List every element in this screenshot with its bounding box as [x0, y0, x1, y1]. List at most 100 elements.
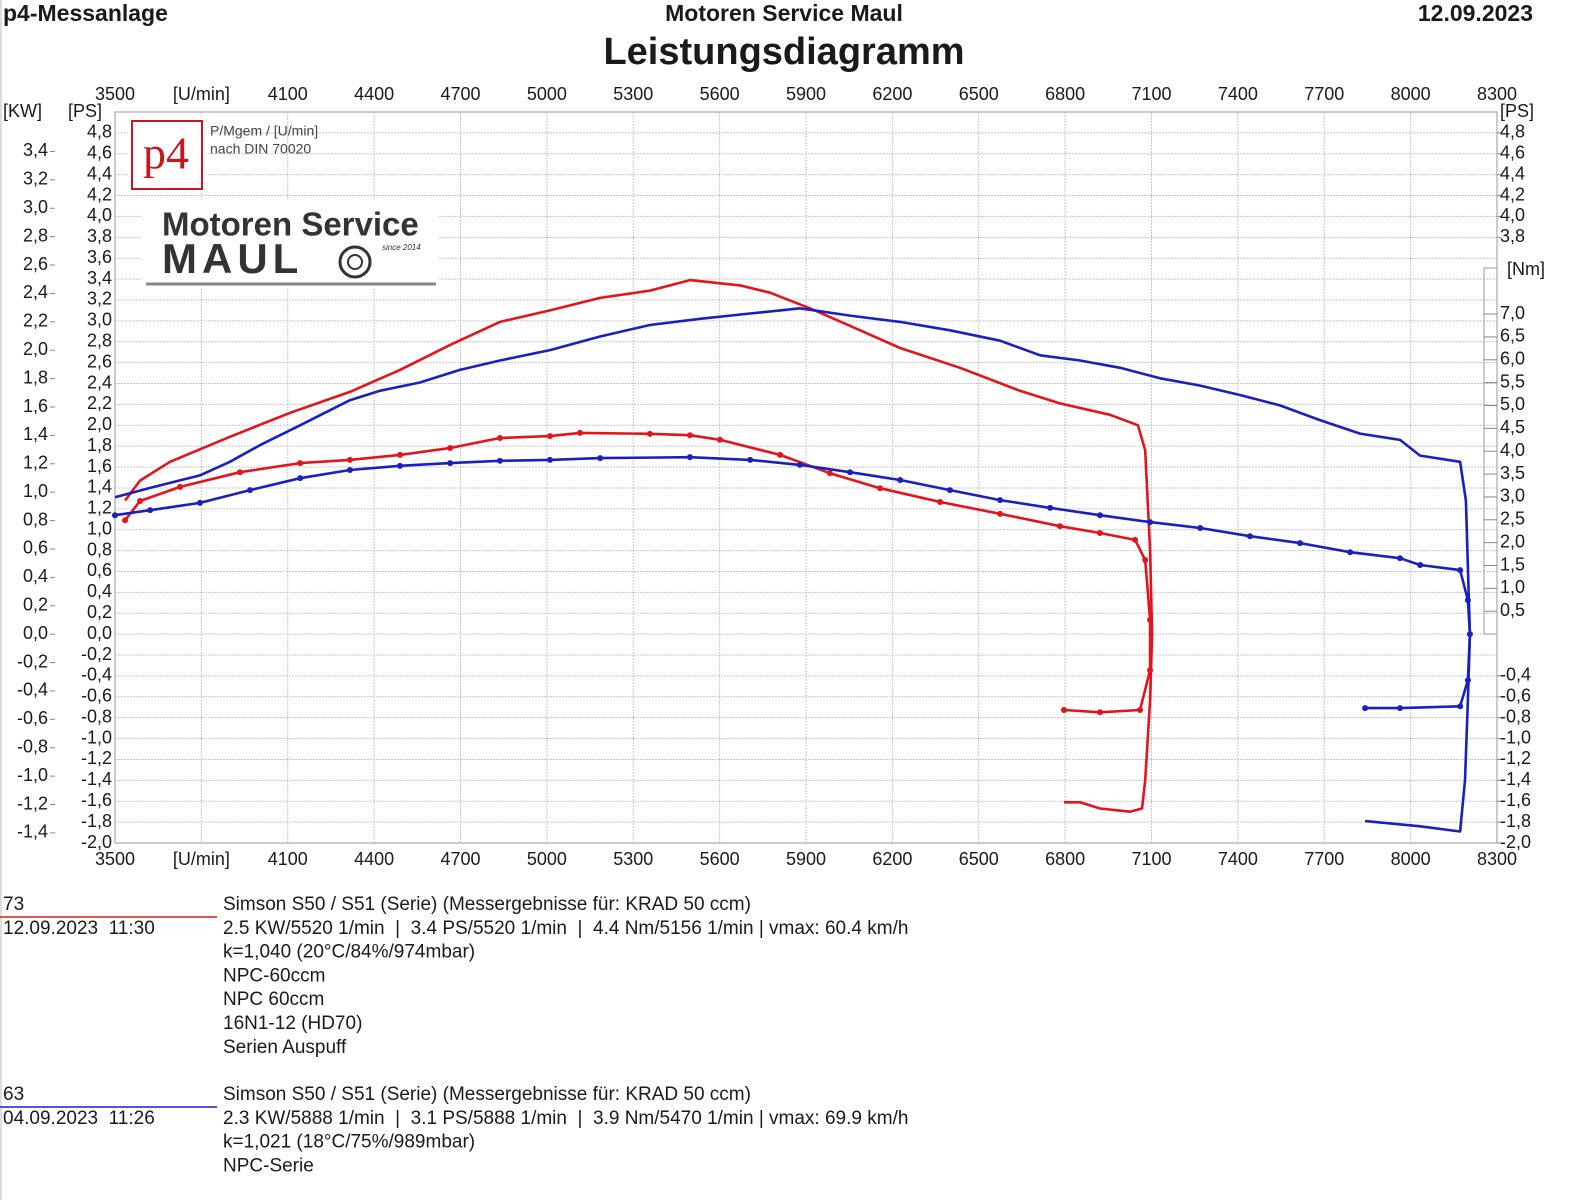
- x-tick-label: 5300: [613, 84, 653, 104]
- x-tick-label: 7100: [1131, 84, 1171, 104]
- point: [1396, 705, 1403, 712]
- kw-tick-label: 2,8: [23, 225, 48, 245]
- point: [122, 517, 129, 524]
- y-right-tick-label: 4,8: [1500, 122, 1525, 142]
- x-tick-label: 6800: [1045, 849, 1085, 869]
- y-right-tick-label: -0,6: [1500, 686, 1531, 706]
- y-tick-label: 4,8: [87, 122, 112, 142]
- point: [1464, 677, 1471, 684]
- run-date: 12.09.2023 11:30: [3, 918, 155, 939]
- kw-tick-label: 2,0: [23, 339, 48, 359]
- point: [1417, 562, 1424, 569]
- y-tick-label: -0,6: [81, 686, 112, 706]
- nm-axis-title: [Nm]: [1507, 259, 1545, 279]
- point: [597, 455, 604, 462]
- point: [1047, 504, 1054, 511]
- point: [826, 470, 833, 477]
- nm-tick-label: 5,0: [1500, 394, 1525, 414]
- point: [777, 451, 784, 458]
- badge: p4: [143, 128, 189, 179]
- point: [946, 487, 953, 494]
- point: [247, 487, 254, 494]
- point: [496, 457, 503, 464]
- y-tick-label: 4,6: [87, 143, 112, 163]
- x-tick-label: 5900: [786, 849, 826, 869]
- y-tick-label: 0,6: [87, 560, 112, 580]
- point: [447, 445, 454, 452]
- y-right-tick-label: 3,8: [1500, 226, 1525, 246]
- y-tick-label: 3,8: [87, 226, 112, 246]
- nm-tick-label: 1,0: [1500, 577, 1525, 597]
- run-info: 2.3 KW/5888 1/min | 3.1 PS/5888 1/min | …: [223, 1108, 908, 1129]
- x-tick-label: 7700: [1304, 84, 1344, 104]
- nm-tick-label: 7,0: [1500, 303, 1525, 323]
- chart-title: Leistungsdiagramm: [603, 31, 964, 73]
- kw-axis-title: [KW]: [3, 101, 42, 121]
- nm-tick-label: 4,0: [1500, 440, 1525, 460]
- kw-tick-label: -0,4: [17, 680, 48, 700]
- point: [1056, 523, 1063, 530]
- ps-axis-title: [PS]: [1500, 101, 1534, 121]
- y-tick-label: 2,2: [87, 393, 112, 413]
- kw-tick-label: 3,4: [23, 140, 48, 160]
- y-tick-label: 1,0: [87, 518, 112, 538]
- x-tick-label: 3500: [95, 84, 135, 104]
- point: [576, 429, 583, 436]
- y-right-tick-label: 4,0: [1500, 205, 1525, 225]
- x-tick-label: 6500: [959, 84, 999, 104]
- y-tick-label: 2,4: [87, 372, 112, 392]
- kw-tick-label: 2,2: [23, 311, 48, 331]
- x-tick-label: 5600: [700, 84, 740, 104]
- run-info: k=1,040 (20°C/84%/974mbar): [223, 942, 475, 963]
- y-right-tick-label: 4,2: [1500, 184, 1525, 204]
- point: [716, 436, 723, 443]
- x-tick-label: 5900: [786, 84, 826, 104]
- point: [796, 461, 803, 468]
- kw-tick-label: 3,0: [23, 197, 48, 217]
- y-tick-label: 1,8: [87, 435, 112, 455]
- y-tick-label: 1,6: [87, 456, 112, 476]
- nm-tick-label: 3,0: [1500, 486, 1525, 506]
- run-id: 73: [3, 894, 24, 915]
- header-right: 12.09.2023: [1418, 0, 1533, 26]
- nm-tick-label: 6,0: [1500, 349, 1525, 369]
- point: [547, 456, 554, 463]
- nm-tick-label: 6,5: [1500, 326, 1525, 346]
- y-tick-label: -0,2: [81, 644, 112, 664]
- nm-tick-label: 4,5: [1500, 417, 1525, 437]
- kw-tick-label: -1,0: [17, 765, 48, 785]
- point: [147, 507, 154, 514]
- run-info: NPC 60ccm: [223, 989, 324, 1010]
- y-right-tick-label: -1,8: [1500, 811, 1531, 831]
- run-info: Simson S50 / S51 (Serie) (Messergebnisse…: [223, 1084, 751, 1105]
- y-tick-label: 1,2: [87, 498, 112, 518]
- run-info: k=1,021 (18°C/75%/989mbar): [223, 1132, 475, 1153]
- run-date: 04.09.2023 11:26: [3, 1108, 155, 1129]
- y-tick-label: -1,6: [81, 790, 112, 810]
- point: [1396, 555, 1403, 562]
- kw-tick-label: 1,8: [23, 367, 48, 387]
- kw-tick-label: 0,6: [23, 538, 48, 558]
- gear: [347, 254, 363, 270]
- x-tick-label: 6800: [1045, 84, 1085, 104]
- y-tick-label: 3,4: [87, 268, 112, 288]
- point: [397, 462, 404, 469]
- run-info: Simson S50 / S51 (Serie) (Messergebnisse…: [223, 894, 751, 915]
- nm-tick-label: 2,5: [1500, 509, 1525, 529]
- x-tick-label: 7400: [1218, 849, 1258, 869]
- data: [112, 278, 1473, 833]
- point: [1132, 536, 1139, 543]
- kw-tick-label: -0,2: [17, 651, 48, 671]
- x-tick-label: 5000: [527, 849, 567, 869]
- y-tick-label: -1,0: [81, 727, 112, 747]
- y-tick-label: 0,0: [87, 623, 112, 643]
- point: [876, 485, 883, 492]
- kw-tick-label: 0,2: [23, 595, 48, 615]
- y-right-tick-label: 4,4: [1500, 163, 1525, 183]
- point: [177, 483, 184, 490]
- y-tick-label: -1,8: [81, 811, 112, 831]
- header-center: Motoren Service Maul: [665, 0, 903, 26]
- point: [297, 475, 304, 482]
- y-tick-label: 2,6: [87, 351, 112, 371]
